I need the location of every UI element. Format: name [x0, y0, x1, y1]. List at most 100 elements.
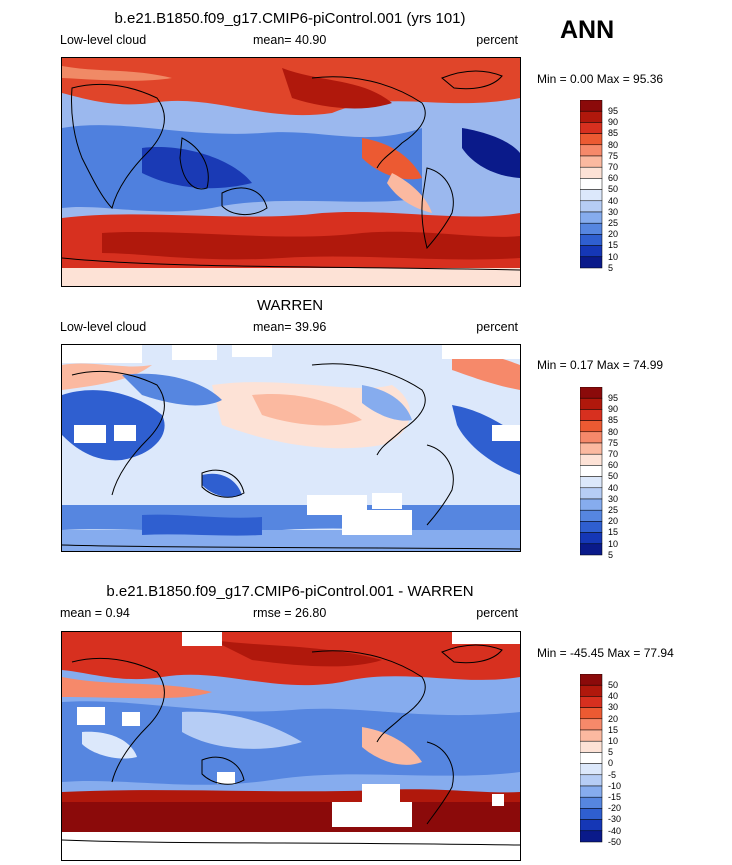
panel-2-mean: mean= 39.96	[253, 320, 327, 334]
cb3-box-14	[580, 830, 603, 843]
panel-1-colorbar: 95 90 85 80 75 70 60 50 40 30 25 20 15 1…	[580, 100, 618, 273]
cb2-box-3	[580, 420, 603, 433]
cb2-box-7	[580, 465, 603, 477]
cb1-box-3	[580, 133, 603, 146]
panel-1-units: percent	[476, 33, 518, 47]
cb3-label-0: 50	[608, 680, 618, 690]
cb3-box-0	[580, 674, 603, 686]
panel-3-colorbar: 50 40 30 20 15 10 5 0 -5 -10 -15 -20 -30…	[580, 674, 621, 847]
cb1-box-14	[580, 256, 603, 269]
cb2-label-5: 70	[608, 449, 618, 459]
cb1-box-10	[580, 211, 603, 224]
cb2-box-10	[580, 498, 603, 511]
panel-1-minmax: Min = 0.00 Max = 95.36	[537, 72, 664, 86]
panel-1-variable: Low-level cloud	[60, 33, 147, 47]
cb2-label-11: 20	[608, 516, 618, 526]
panel-3-title: b.e21.B1850.f09_g17.CMIP6-piControl.001 …	[106, 583, 474, 600]
cb2-label-8: 40	[608, 483, 618, 493]
cb1-label-11: 20	[608, 229, 618, 239]
cb1-box-11	[580, 222, 603, 235]
cb2-label-0: 95	[608, 393, 618, 403]
cb3-label-13: -40	[608, 826, 621, 836]
cb1-box-12	[580, 234, 603, 246]
panel-3-colorbar-boxes	[580, 674, 603, 843]
panel-1-colorbar-boxes	[580, 100, 603, 269]
cb3-box-1	[580, 684, 603, 697]
cb2-label-6: 60	[608, 460, 618, 470]
cb1-label-6: 60	[608, 173, 618, 183]
cb3-box-10	[580, 785, 603, 798]
panel-1-title: b.e21.B1850.f09_g17.CMIP6-piControl.001 …	[114, 10, 466, 27]
cb2-box-9	[580, 487, 603, 500]
season-label: ANN	[560, 16, 615, 44]
cb1-label-4: 75	[608, 151, 618, 161]
panel-1-mean: mean= 40.90	[253, 33, 327, 47]
cb1-label-13: 10	[608, 252, 618, 262]
cb1-label-2: 85	[608, 128, 618, 138]
cb3-box-12	[580, 808, 603, 820]
cb2-label-9: 30	[608, 494, 618, 504]
cb3-box-13	[580, 819, 603, 832]
cb3-label-9: -10	[608, 781, 621, 791]
cb1-label-12: 15	[608, 240, 618, 250]
cb2-box-4	[580, 431, 603, 444]
panel-2-colorbar-boxes	[580, 387, 603, 556]
cb2-box-12	[580, 521, 603, 533]
cb1-label-0: 95	[608, 106, 618, 116]
cb2-box-5	[580, 442, 603, 455]
cb2-label-10: 25	[608, 505, 618, 515]
cb3-box-9	[580, 774, 603, 787]
cb2-box-11	[580, 509, 603, 522]
cb1-box-1	[580, 110, 603, 123]
cb2-box-8	[580, 476, 603, 489]
cb1-label-14: 5	[608, 263, 613, 273]
cb3-label-3: 20	[608, 714, 618, 724]
cb2-box-13	[580, 532, 603, 545]
cb2-label-13: 10	[608, 539, 618, 549]
panel-3-units: percent	[476, 606, 518, 620]
cb1-box-0	[580, 100, 603, 112]
cb3-box-8	[580, 763, 603, 776]
cb3-box-11	[580, 796, 603, 809]
panel-3-mean: mean = 0.94	[60, 606, 130, 620]
cb2-label-7: 50	[608, 471, 618, 481]
cb1-box-8	[580, 189, 603, 202]
cb2-label-12: 15	[608, 527, 618, 537]
cb2-box-1	[580, 397, 603, 410]
cb3-box-7	[580, 752, 603, 764]
cb2-box-6	[580, 453, 603, 466]
cb2-box-0	[580, 387, 603, 399]
cb3-label-10: -15	[608, 792, 621, 802]
cb3-label-14: -50	[608, 837, 621, 847]
cb3-label-4: 15	[608, 725, 618, 735]
cb3-label-11: -20	[608, 803, 621, 813]
cb1-box-7	[580, 178, 603, 190]
cb1-box-6	[580, 166, 603, 179]
cb1-label-9: 30	[608, 207, 618, 217]
cb1-box-13	[580, 245, 603, 258]
cb1-label-10: 25	[608, 218, 618, 228]
cb1-label-3: 80	[608, 140, 618, 150]
cb3-label-5: 10	[608, 736, 618, 746]
cb2-label-14: 5	[608, 550, 613, 560]
cb2-box-14	[580, 543, 603, 556]
panel-2-minmax: Min = 0.17 Max = 74.99	[537, 358, 664, 372]
panel-2-variable: Low-level cloud	[60, 320, 147, 334]
cb2-box-2	[580, 409, 603, 421]
cb2-label-2: 85	[608, 415, 618, 425]
cb3-box-6	[580, 740, 603, 753]
cb3-box-3	[580, 707, 603, 720]
panel-2-units: percent	[476, 320, 518, 334]
cb1-label-7: 50	[608, 184, 618, 194]
panel-2-colorbar: 95 90 85 80 75 70 60 50 40 30 25 20 15 1…	[580, 387, 618, 560]
panel-1-map	[61, 57, 521, 287]
cb3-label-8: -5	[608, 770, 616, 780]
cb3-label-7: 0	[608, 758, 613, 768]
cb3-label-12: -30	[608, 814, 621, 824]
cb1-box-2	[580, 122, 603, 134]
panel-2-title: WARREN	[256, 297, 324, 314]
cb1-box-9	[580, 200, 603, 213]
cb1-box-4	[580, 144, 603, 157]
cb1-label-5: 70	[608, 162, 618, 172]
cb1-box-5	[580, 155, 603, 168]
